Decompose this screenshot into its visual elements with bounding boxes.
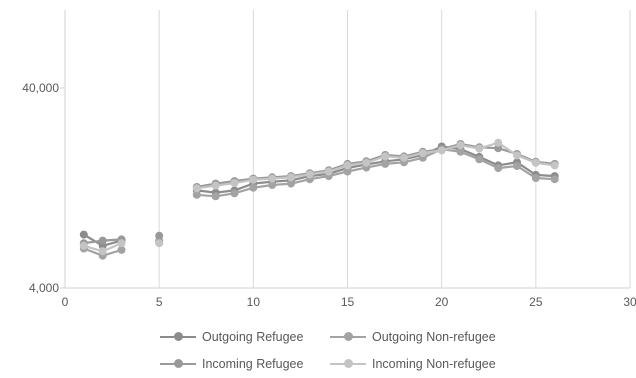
x-tick-label: 5 [156,295,163,309]
data-point [211,181,220,190]
data-point [98,236,107,245]
tick-labels: 0 5 10 15 20 25 30 4,000 40,000 [22,81,636,309]
data-point [79,241,88,250]
data-point [192,184,201,193]
data-point [155,231,164,240]
data-point [230,179,239,187]
x-tick-label: 10 [247,295,261,309]
x-tick-label: 15 [341,295,355,309]
data-point [437,146,446,155]
data-point [550,175,559,184]
data-point [268,174,277,183]
series-outgoing-non-refugee [79,145,559,260]
data-point [381,152,390,161]
data-point [324,167,333,176]
data-point [211,192,220,201]
data-point [98,247,107,256]
data-point [494,138,503,147]
axes [60,10,631,289]
data-point [400,153,408,162]
data-point [343,167,352,176]
data-point [513,162,521,170]
data-point [475,144,484,153]
data-point [456,147,465,156]
data-point [249,183,258,192]
y-tick-label: 40,000 [22,81,59,95]
data-point [456,141,465,150]
data-point [531,158,540,167]
data-point [230,189,239,198]
data-point [494,164,503,173]
data-point [249,175,258,184]
data-point [117,239,126,248]
series-incoming-non-refugee [79,138,559,256]
x-tick-label: 20 [435,295,449,309]
data-point [287,179,295,188]
data-point [362,158,371,167]
x-tick-label: 25 [529,295,543,309]
series-layer [79,138,559,260]
data-point [155,239,164,248]
data-point [475,155,484,164]
data-point [79,230,88,239]
data-point [268,181,277,189]
series-incoming-refugee [79,140,559,248]
data-point [287,173,295,182]
data-point [305,170,314,179]
data-point [117,245,126,254]
y-tick-label: 4,000 [29,281,59,295]
data-point [531,174,540,182]
x-tick-label: 30 [623,295,636,309]
data-point [418,149,427,158]
data-point [550,161,559,170]
data-point [381,159,390,168]
data-point [343,161,352,170]
data-point [192,190,201,199]
series-outgoing-refugee [79,142,559,250]
data-point [494,144,503,153]
x-tick-label: 0 [62,295,69,309]
data-point [513,151,521,160]
